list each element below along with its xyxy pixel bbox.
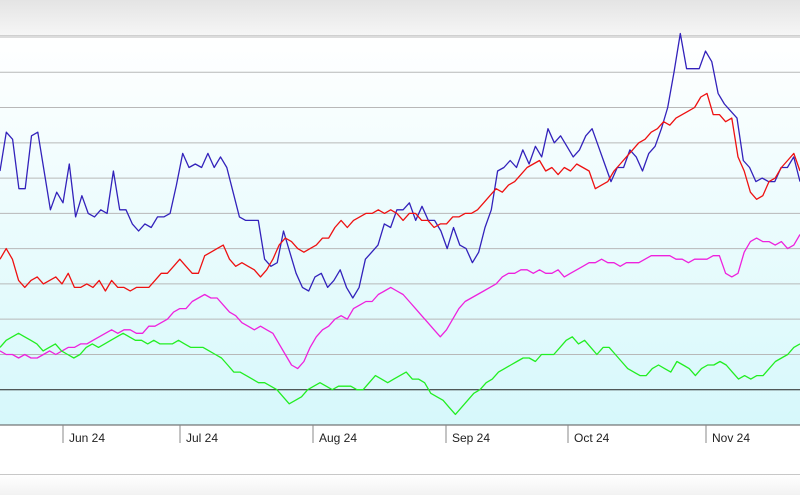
series-line-4 <box>0 332 800 416</box>
x-axis: Jun 24 Jul 24 Aug 24 Sep 24 Oct 24 Nov 24 <box>62 425 750 445</box>
series-line-1 <box>0 32 800 299</box>
x-tick-label: Sep 24 <box>452 431 490 445</box>
gridlines <box>0 36 800 391</box>
x-tick-label: Aug 24 <box>319 431 357 445</box>
chart-toolbar <box>0 0 800 36</box>
x-tick-label: Oct 24 <box>574 431 610 445</box>
chart-footer <box>0 474 800 495</box>
series-line-2 <box>0 92 800 292</box>
series-group <box>0 32 800 416</box>
x-tick-label: Jun 24 <box>69 431 105 445</box>
series-line-3 <box>0 234 800 370</box>
plot-area <box>0 37 800 425</box>
x-tick-label: Nov 24 <box>712 431 750 445</box>
toolbar-divider <box>0 35 800 36</box>
x-tick-label: Jul 24 <box>186 431 218 445</box>
